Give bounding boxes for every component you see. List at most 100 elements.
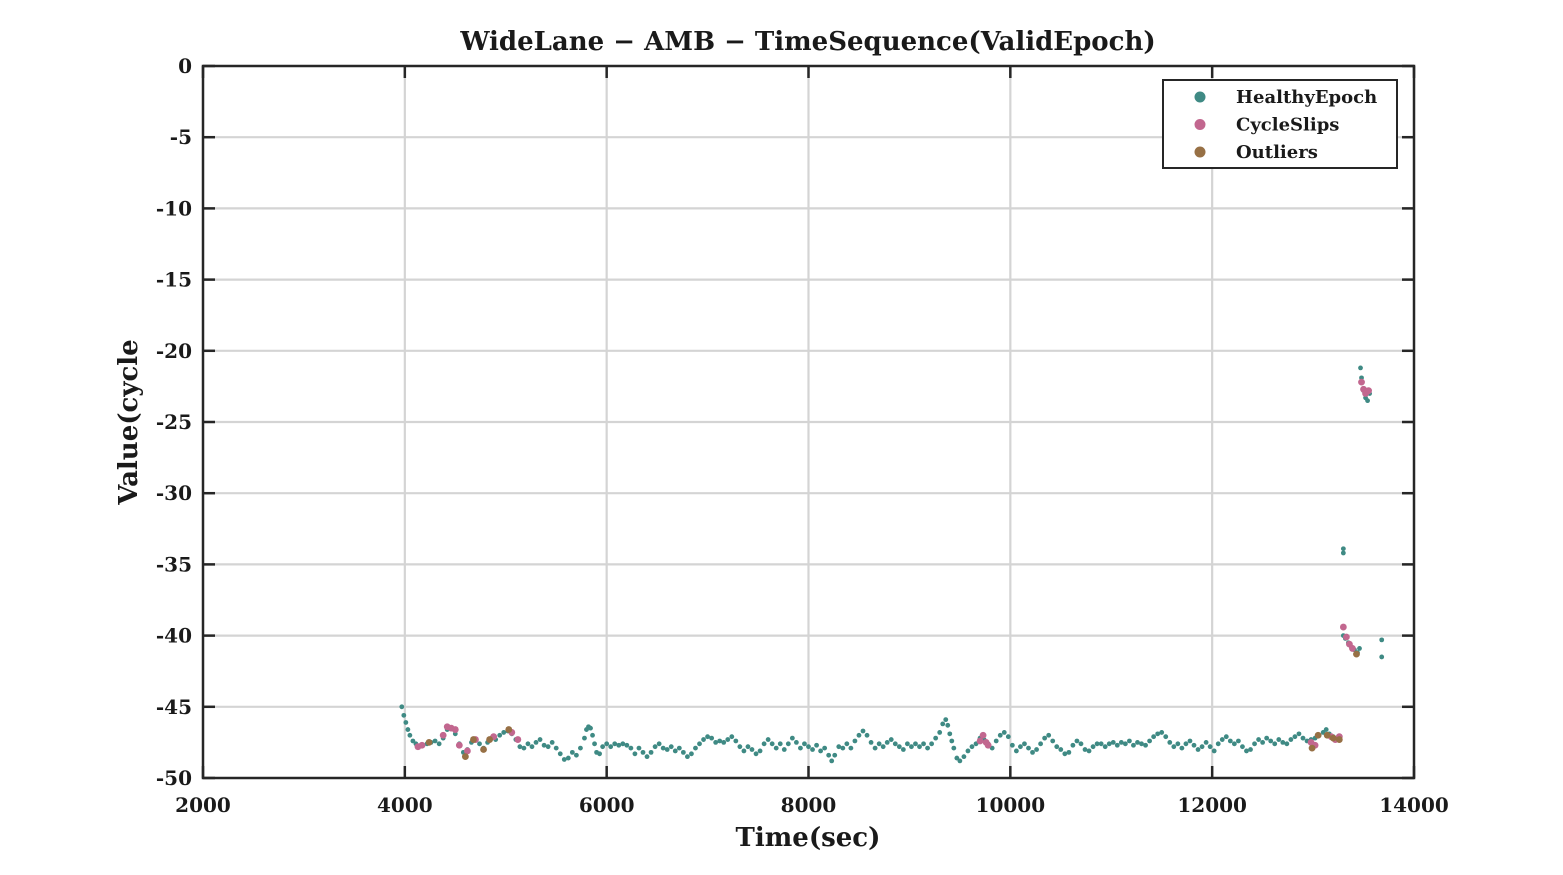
data-point bbox=[477, 741, 482, 747]
data-point bbox=[1379, 654, 1385, 660]
data-point bbox=[713, 740, 719, 745]
data-point bbox=[1329, 734, 1337, 742]
data-point bbox=[582, 735, 587, 741]
data-point bbox=[407, 732, 413, 738]
data-point bbox=[668, 744, 674, 750]
data-point bbox=[561, 757, 567, 762]
data-point bbox=[1070, 742, 1076, 748]
x-tick-label: 8000 bbox=[781, 793, 837, 817]
data-point bbox=[1272, 741, 1278, 747]
data-point bbox=[1268, 738, 1274, 744]
data-point bbox=[590, 732, 595, 738]
y-tick-label: -50 bbox=[156, 766, 192, 790]
data-point bbox=[1240, 744, 1245, 750]
data-point bbox=[1296, 731, 1302, 737]
data-point bbox=[836, 744, 842, 750]
data-point bbox=[852, 738, 858, 744]
data-point bbox=[844, 741, 850, 747]
x-tick-label: 2000 bbox=[175, 793, 231, 817]
data-point bbox=[628, 745, 634, 751]
data-point bbox=[470, 736, 477, 743]
data-point bbox=[1074, 738, 1080, 744]
data-point bbox=[624, 742, 630, 748]
data-point bbox=[616, 742, 622, 748]
data-point bbox=[798, 745, 803, 751]
data-point bbox=[1155, 731, 1161, 737]
data-point bbox=[733, 738, 739, 744]
data-point bbox=[425, 739, 433, 746]
data-point bbox=[1151, 734, 1157, 740]
series-healthyepoch bbox=[399, 365, 1385, 764]
data-point bbox=[1280, 740, 1286, 745]
data-point bbox=[660, 745, 666, 751]
data-point bbox=[1323, 727, 1329, 732]
data-points bbox=[399, 365, 1385, 764]
data-point bbox=[652, 744, 658, 750]
data-point bbox=[1276, 737, 1282, 742]
data-point bbox=[921, 741, 926, 747]
data-point bbox=[1211, 748, 1217, 754]
data-point bbox=[1227, 738, 1233, 744]
y-tick-label: -30 bbox=[156, 481, 192, 505]
data-point bbox=[1054, 744, 1060, 750]
data-point bbox=[1046, 732, 1052, 738]
data-point bbox=[1038, 741, 1044, 747]
data-point bbox=[909, 744, 914, 750]
legend-label: HealthyEpoch bbox=[1236, 87, 1377, 108]
data-point bbox=[648, 749, 654, 755]
data-point bbox=[549, 740, 555, 745]
data-point bbox=[1187, 738, 1193, 744]
data-point bbox=[1171, 744, 1177, 750]
data-point bbox=[533, 740, 539, 745]
y-tick-label: -45 bbox=[156, 695, 192, 719]
data-point bbox=[940, 721, 946, 727]
legend-marker bbox=[1194, 91, 1206, 103]
data-point bbox=[676, 745, 682, 751]
y-tick-label: -35 bbox=[156, 552, 192, 576]
data-point bbox=[717, 738, 723, 744]
data-point bbox=[864, 732, 870, 738]
data-point bbox=[961, 754, 967, 760]
data-point bbox=[604, 741, 610, 747]
y-tick-label: -10 bbox=[156, 196, 192, 220]
y-tick-label: -15 bbox=[156, 268, 192, 292]
data-point bbox=[896, 744, 902, 750]
data-point bbox=[486, 736, 494, 743]
data-point bbox=[557, 751, 563, 757]
data-point bbox=[753, 751, 759, 757]
data-point bbox=[405, 727, 411, 732]
data-point bbox=[954, 755, 960, 761]
data-point bbox=[1001, 730, 1007, 735]
data-point bbox=[1292, 734, 1298, 740]
data-point bbox=[892, 741, 898, 747]
data-point bbox=[705, 734, 710, 740]
y-tick-label: -25 bbox=[156, 410, 192, 434]
x-tick-label: 6000 bbox=[579, 793, 635, 817]
data-point bbox=[1118, 740, 1124, 745]
data-point bbox=[1122, 741, 1128, 747]
data-point bbox=[888, 737, 894, 742]
data-point bbox=[573, 752, 579, 758]
data-point bbox=[541, 742, 547, 748]
legend-marker bbox=[1194, 119, 1206, 130]
data-point bbox=[1248, 747, 1253, 752]
data-point bbox=[632, 751, 638, 757]
data-point bbox=[818, 748, 824, 754]
legend-label: Outliers bbox=[1236, 142, 1318, 163]
data-point bbox=[1013, 748, 1019, 754]
data-point bbox=[505, 726, 513, 733]
data-point bbox=[1244, 748, 1249, 754]
data-point bbox=[1030, 749, 1035, 755]
data-point bbox=[1358, 378, 1365, 386]
y-tick-label: 0 bbox=[178, 54, 192, 78]
data-point bbox=[1308, 744, 1316, 752]
data-point bbox=[745, 744, 751, 750]
chart-title: WideLane − AMB − TimeSequence(ValidEpoch… bbox=[459, 27, 1155, 57]
data-point bbox=[1022, 741, 1027, 747]
data-point bbox=[664, 747, 670, 752]
data-point bbox=[1163, 734, 1169, 740]
data-point bbox=[969, 744, 975, 750]
x-tick-label: 10000 bbox=[976, 793, 1046, 817]
data-point bbox=[592, 741, 597, 747]
